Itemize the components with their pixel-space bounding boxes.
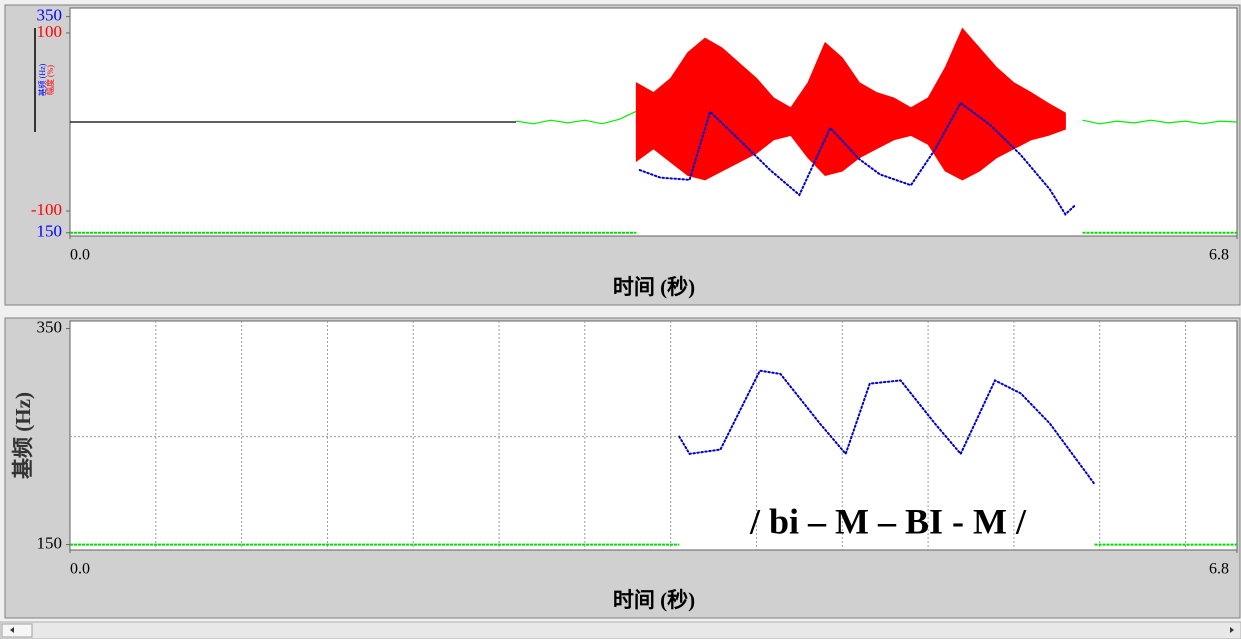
x-axis-label: 时间 (秒) [613,275,695,299]
x-tick-label: 6.8 [1209,247,1229,264]
y2-tick-label: 350 [37,6,63,25]
x-tick-label: 0.0 [70,561,90,578]
area-series [635,27,1066,123]
line-series [1082,119,1238,125]
line-series [516,110,637,125]
y-tick-label: 100 [37,22,63,41]
y-axis-label: 基频 (Hz) [11,392,35,479]
y2-tick-label: 150 [37,222,63,241]
annotation: / bi – M – BI - M / [749,501,1027,541]
y-tick-label: 350 [37,317,63,336]
scrollbar[interactable] [0,621,1241,639]
dots-series [678,369,1096,486]
y-axis-label: 幅度 (%) [45,65,55,95]
scroll-left[interactable] [10,627,14,633]
y-tick-label: 150 [37,534,63,553]
y-tick-label: -100 [31,200,62,219]
scroll-right[interactable] [1230,627,1234,633]
y2-axis-label: 基频 (Hz) [37,63,47,96]
x-tick-label: 0.0 [70,247,90,264]
scroll-thumb[interactable] [1,623,33,638]
x-tick-label: 6.8 [1209,561,1229,578]
x-axis-label: 时间 (秒) [613,588,695,612]
dots-series [638,101,1077,216]
plot-area [69,320,1238,551]
